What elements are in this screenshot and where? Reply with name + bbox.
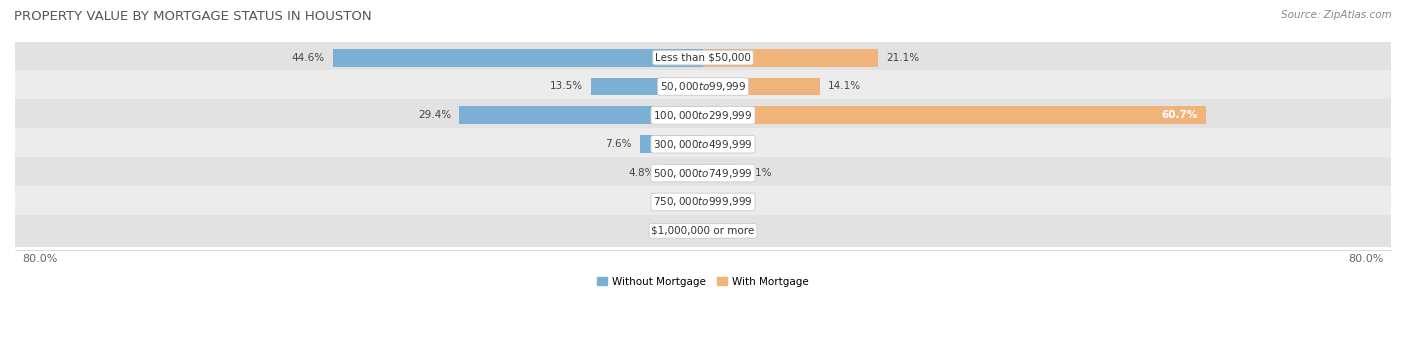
Text: 14.1%: 14.1% — [828, 81, 862, 91]
Bar — [0, 157, 1406, 189]
Text: $50,000 to $99,999: $50,000 to $99,999 — [659, 80, 747, 93]
Bar — [703, 49, 877, 66]
Bar — [640, 135, 703, 153]
Text: 44.6%: 44.6% — [292, 53, 325, 63]
Bar — [664, 164, 703, 182]
Bar — [0, 99, 1406, 132]
Text: $1,000,000 or more: $1,000,000 or more — [651, 226, 755, 236]
Text: $750,000 to $999,999: $750,000 to $999,999 — [654, 195, 752, 208]
Text: $100,000 to $299,999: $100,000 to $299,999 — [654, 109, 752, 122]
Text: PROPERTY VALUE BY MORTGAGE STATUS IN HOUSTON: PROPERTY VALUE BY MORTGAGE STATUS IN HOU… — [14, 10, 371, 23]
Text: $500,000 to $749,999: $500,000 to $749,999 — [654, 167, 752, 180]
Text: 13.5%: 13.5% — [550, 81, 583, 91]
Bar — [333, 49, 703, 66]
Text: 0.0%: 0.0% — [664, 197, 690, 207]
Text: 29.4%: 29.4% — [418, 110, 451, 120]
Bar — [0, 70, 1406, 103]
Bar — [703, 164, 737, 182]
Text: $300,000 to $499,999: $300,000 to $499,999 — [654, 138, 752, 151]
Legend: Without Mortgage, With Mortgage: Without Mortgage, With Mortgage — [593, 272, 813, 291]
Text: 7.6%: 7.6% — [605, 139, 631, 149]
Bar — [0, 215, 1406, 247]
Text: 4.1%: 4.1% — [745, 168, 772, 178]
Text: Less than $50,000: Less than $50,000 — [655, 53, 751, 63]
Text: 60.7%: 60.7% — [1161, 110, 1198, 120]
Bar — [703, 77, 820, 95]
Bar — [0, 42, 1406, 74]
Bar — [460, 106, 703, 124]
Text: 0.0%: 0.0% — [664, 226, 690, 236]
Bar — [0, 186, 1406, 218]
Bar — [591, 77, 703, 95]
Text: 21.1%: 21.1% — [886, 53, 920, 63]
Text: 0.0%: 0.0% — [716, 139, 742, 149]
Text: Source: ZipAtlas.com: Source: ZipAtlas.com — [1281, 10, 1392, 20]
Text: 4.8%: 4.8% — [628, 168, 655, 178]
Text: 0.0%: 0.0% — [716, 197, 742, 207]
Bar — [0, 128, 1406, 160]
Text: 0.0%: 0.0% — [716, 226, 742, 236]
Bar — [703, 106, 1206, 124]
